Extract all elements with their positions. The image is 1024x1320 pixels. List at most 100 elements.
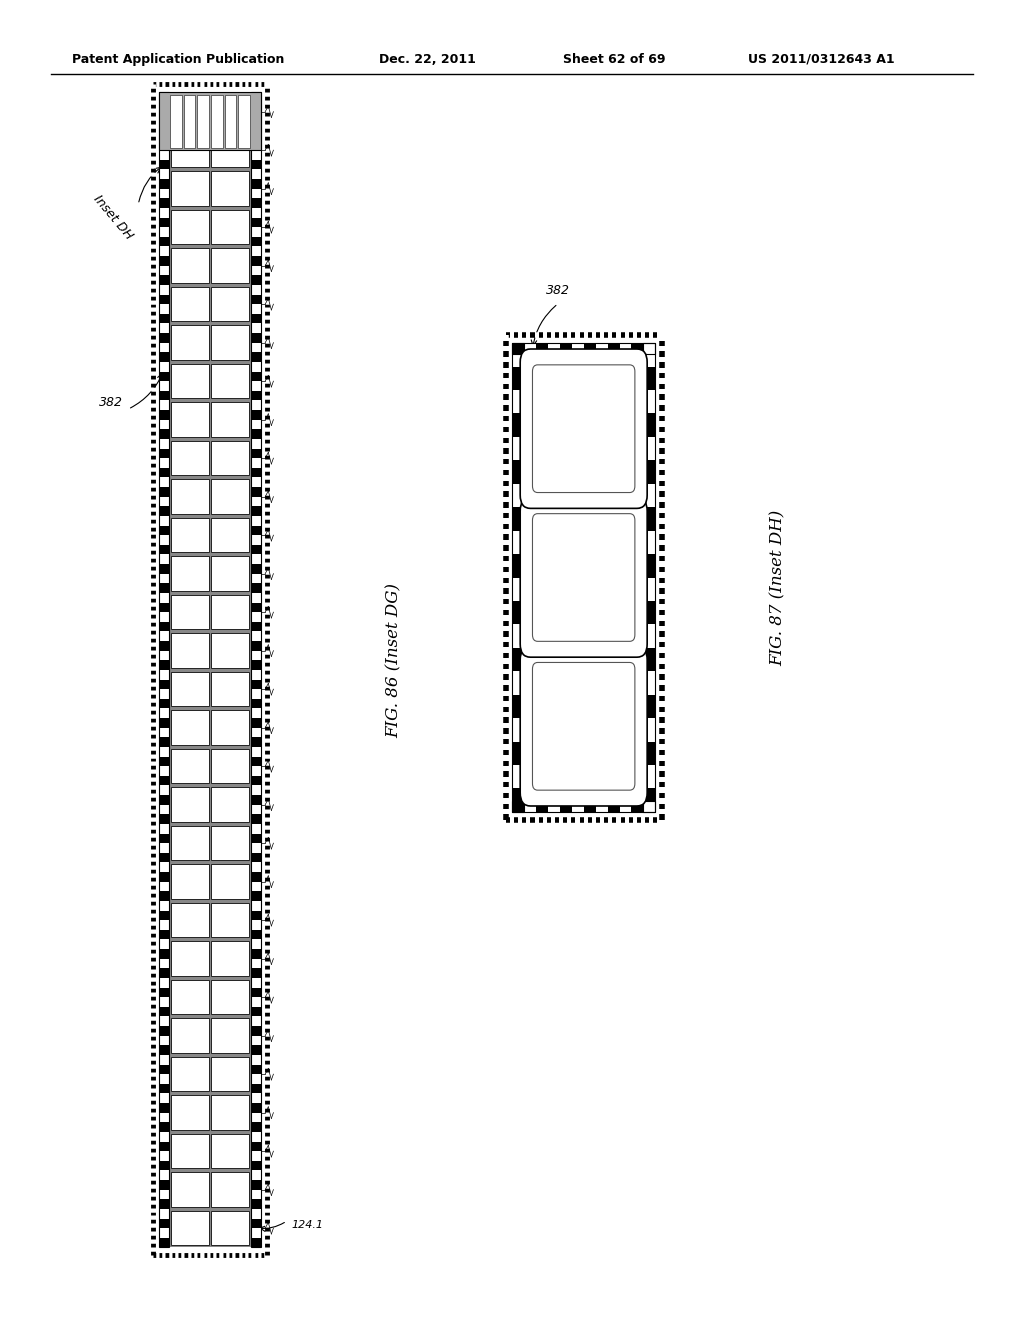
FancyBboxPatch shape: [251, 891, 261, 900]
FancyBboxPatch shape: [643, 413, 655, 437]
FancyBboxPatch shape: [159, 1084, 169, 1093]
FancyBboxPatch shape: [159, 1064, 169, 1074]
FancyBboxPatch shape: [159, 507, 169, 516]
FancyBboxPatch shape: [251, 1189, 261, 1200]
FancyBboxPatch shape: [251, 371, 261, 381]
FancyBboxPatch shape: [512, 742, 524, 766]
FancyBboxPatch shape: [512, 343, 524, 354]
FancyBboxPatch shape: [159, 940, 169, 949]
FancyBboxPatch shape: [251, 496, 261, 507]
FancyBboxPatch shape: [607, 343, 620, 354]
FancyBboxPatch shape: [171, 325, 209, 360]
FancyBboxPatch shape: [560, 343, 571, 354]
FancyBboxPatch shape: [251, 391, 261, 400]
FancyBboxPatch shape: [171, 133, 209, 168]
FancyBboxPatch shape: [251, 545, 261, 554]
FancyBboxPatch shape: [643, 671, 655, 694]
FancyBboxPatch shape: [512, 531, 524, 554]
FancyBboxPatch shape: [159, 1113, 169, 1122]
FancyBboxPatch shape: [251, 698, 261, 709]
FancyBboxPatch shape: [251, 1228, 261, 1238]
FancyBboxPatch shape: [171, 403, 209, 437]
FancyBboxPatch shape: [596, 343, 607, 354]
FancyBboxPatch shape: [159, 698, 169, 709]
FancyBboxPatch shape: [159, 189, 169, 198]
FancyBboxPatch shape: [211, 479, 249, 513]
FancyBboxPatch shape: [251, 824, 261, 833]
FancyBboxPatch shape: [524, 354, 643, 801]
FancyBboxPatch shape: [251, 487, 261, 496]
FancyBboxPatch shape: [159, 756, 169, 766]
FancyBboxPatch shape: [251, 458, 261, 467]
FancyBboxPatch shape: [159, 256, 169, 265]
FancyBboxPatch shape: [171, 1172, 209, 1206]
FancyBboxPatch shape: [251, 189, 261, 198]
FancyBboxPatch shape: [159, 92, 169, 102]
FancyBboxPatch shape: [251, 1209, 261, 1218]
FancyBboxPatch shape: [159, 102, 169, 112]
FancyBboxPatch shape: [251, 718, 261, 727]
FancyBboxPatch shape: [159, 478, 169, 487]
FancyBboxPatch shape: [251, 535, 261, 545]
FancyBboxPatch shape: [171, 557, 209, 591]
FancyBboxPatch shape: [159, 112, 169, 121]
FancyBboxPatch shape: [251, 169, 261, 180]
FancyBboxPatch shape: [251, 1238, 261, 1247]
FancyBboxPatch shape: [239, 95, 250, 148]
FancyBboxPatch shape: [251, 727, 261, 738]
FancyBboxPatch shape: [251, 112, 261, 121]
FancyBboxPatch shape: [251, 438, 261, 449]
FancyBboxPatch shape: [159, 671, 169, 680]
FancyBboxPatch shape: [159, 1151, 169, 1160]
FancyBboxPatch shape: [159, 236, 169, 247]
FancyBboxPatch shape: [512, 437, 524, 461]
FancyBboxPatch shape: [159, 593, 169, 602]
FancyBboxPatch shape: [211, 557, 249, 591]
FancyBboxPatch shape: [251, 227, 261, 236]
FancyBboxPatch shape: [251, 150, 261, 160]
FancyBboxPatch shape: [251, 218, 261, 227]
FancyBboxPatch shape: [251, 987, 261, 997]
FancyBboxPatch shape: [211, 1019, 249, 1053]
FancyBboxPatch shape: [159, 458, 169, 467]
FancyBboxPatch shape: [251, 554, 261, 564]
FancyBboxPatch shape: [159, 564, 169, 574]
FancyBboxPatch shape: [571, 801, 584, 812]
FancyBboxPatch shape: [211, 787, 249, 822]
FancyBboxPatch shape: [512, 648, 524, 671]
FancyBboxPatch shape: [159, 1131, 169, 1142]
FancyBboxPatch shape: [643, 437, 655, 461]
FancyBboxPatch shape: [159, 1007, 169, 1016]
FancyBboxPatch shape: [251, 207, 261, 218]
FancyBboxPatch shape: [251, 766, 261, 776]
FancyBboxPatch shape: [159, 487, 169, 496]
FancyBboxPatch shape: [596, 801, 607, 812]
FancyBboxPatch shape: [159, 709, 169, 718]
FancyBboxPatch shape: [159, 969, 169, 978]
FancyBboxPatch shape: [643, 391, 655, 413]
FancyBboxPatch shape: [171, 865, 209, 899]
FancyBboxPatch shape: [643, 343, 655, 354]
FancyBboxPatch shape: [251, 449, 261, 458]
FancyBboxPatch shape: [536, 801, 548, 812]
FancyBboxPatch shape: [512, 601, 524, 624]
Text: Dec. 22, 2011: Dec. 22, 2011: [379, 53, 476, 66]
FancyBboxPatch shape: [211, 710, 249, 744]
FancyBboxPatch shape: [211, 364, 249, 399]
FancyBboxPatch shape: [512, 413, 524, 437]
FancyBboxPatch shape: [643, 624, 655, 648]
FancyBboxPatch shape: [159, 631, 169, 642]
FancyBboxPatch shape: [211, 441, 249, 475]
FancyBboxPatch shape: [251, 1218, 261, 1228]
FancyBboxPatch shape: [171, 248, 209, 282]
FancyBboxPatch shape: [159, 247, 169, 256]
FancyBboxPatch shape: [159, 824, 169, 833]
FancyBboxPatch shape: [251, 420, 261, 429]
FancyBboxPatch shape: [159, 150, 169, 160]
FancyBboxPatch shape: [251, 776, 261, 785]
FancyBboxPatch shape: [251, 1007, 261, 1016]
FancyBboxPatch shape: [159, 218, 169, 227]
FancyBboxPatch shape: [171, 979, 209, 1014]
FancyBboxPatch shape: [512, 788, 524, 812]
FancyBboxPatch shape: [159, 333, 169, 343]
